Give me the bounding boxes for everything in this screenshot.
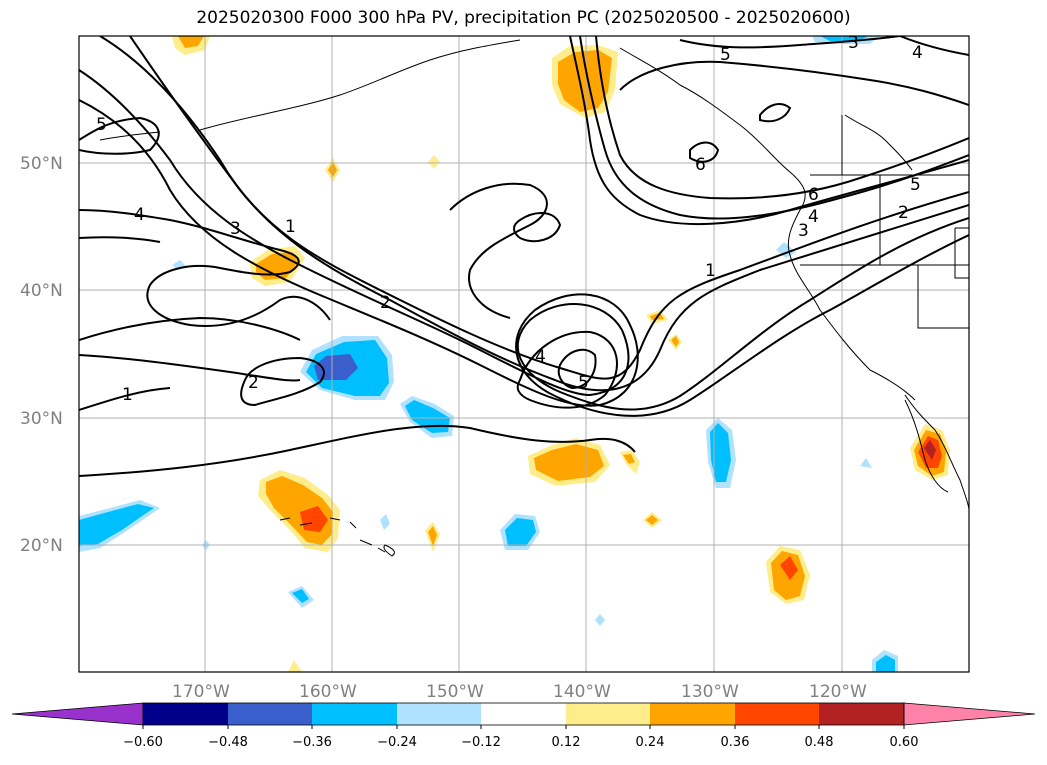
map-title: 2025020300 F000 300 hPa PV, precipitatio…	[196, 8, 851, 28]
lat-label: 40°N	[20, 281, 63, 301]
contour-label: 5	[720, 45, 731, 65]
colorbar-tick-label: 0.48	[805, 735, 834, 750]
pv-contours	[79, 36, 969, 477]
colorbar-segment	[143, 703, 228, 725]
contour-label: 6	[695, 155, 706, 175]
contour-label: 4	[912, 43, 923, 63]
colorbar-segment	[228, 703, 312, 725]
lon-label: 170°W	[172, 682, 230, 702]
colorbar-segment	[650, 703, 735, 725]
lon-label: 150°W	[426, 682, 484, 702]
contour-label: 2	[380, 293, 391, 313]
colorbar-segment	[481, 703, 566, 725]
lon-label: 120°W	[809, 682, 867, 702]
contour-label: 1	[285, 217, 296, 237]
contour-label: 5	[910, 175, 921, 195]
lon-label: 160°W	[299, 682, 357, 702]
colorbar-segment	[819, 703, 904, 725]
contour-label: 3	[230, 219, 241, 239]
contour-label: 5	[578, 373, 589, 393]
colorbar-tick-label: −0.48	[208, 735, 248, 750]
contour-label: 3	[798, 221, 809, 241]
colorbar-tick-label: 0.24	[636, 735, 665, 750]
colorbar-tick-label: −0.24	[377, 735, 417, 750]
contour-label: 2	[898, 203, 909, 223]
latitude-labels: 50°N 40°N 30°N 20°N	[20, 154, 63, 556]
map-panel	[79, 36, 969, 672]
contour-label: 4	[535, 347, 546, 367]
colorbar-tick-label: −0.36	[292, 735, 332, 750]
contour-label: 4	[808, 207, 819, 227]
colorbar-tick-label: −0.60	[123, 735, 163, 750]
contour-label: 5	[96, 115, 107, 135]
contour-label: 6	[808, 185, 819, 205]
lon-label: 140°W	[553, 682, 611, 702]
colorbar-extend-max	[903, 702, 1036, 726]
colorbar-tick-label: 0.60	[890, 735, 919, 750]
colorbar-tick-label: 0.36	[721, 735, 750, 750]
precip-shading	[79, 36, 950, 672]
colorbar: −0.60 −0.48 −0.36 −0.24 −0.12 0.12 0.24 …	[11, 702, 1036, 750]
colorbar-segment	[312, 703, 397, 725]
colorbar-segment	[397, 703, 481, 725]
contour-label: 2	[248, 373, 259, 393]
colorbar-segment	[735, 703, 819, 725]
contour-label: 3	[848, 33, 859, 53]
colorbar-extend-min	[11, 702, 144, 726]
longitude-labels: 170°W 160°W 150°W 140°W 130°W 120°W	[172, 682, 867, 702]
contour-label: 1	[705, 261, 716, 281]
pv-contour-labels: 1 1 2 2 3 3 4 4 4 5 5 5 6 6 1 2 3 4 5	[96, 33, 923, 405]
contour-label: 1	[122, 385, 133, 405]
lon-label: 130°W	[681, 682, 739, 702]
lat-label: 20°N	[20, 536, 63, 556]
colorbar-tick-label: 0.12	[552, 735, 581, 750]
contour-label: 4	[134, 205, 145, 225]
lat-label: 30°N	[20, 409, 63, 429]
colorbar-tick-label: −0.12	[461, 735, 501, 750]
coastlines	[99, 39, 969, 557]
lat-label: 50°N	[20, 154, 63, 174]
map-frame	[78, 35, 970, 673]
colorbar-segment	[566, 703, 650, 725]
